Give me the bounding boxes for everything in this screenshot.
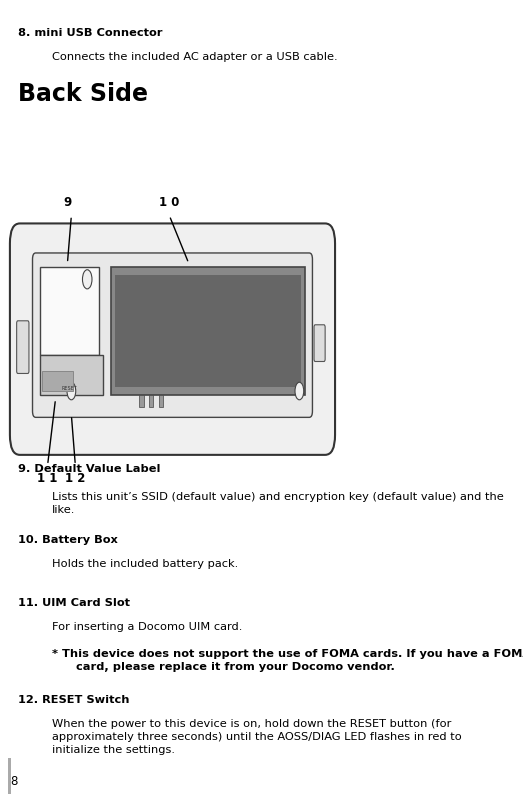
- Text: 9. Default Value Label: 9. Default Value Label: [18, 464, 161, 475]
- Text: For inserting a Docomo UIM card.: For inserting a Docomo UIM card.: [52, 622, 242, 632]
- Circle shape: [295, 382, 304, 400]
- Text: When the power to this device is on, hold down the RESET button (for
approximate: When the power to this device is on, hol…: [52, 719, 461, 756]
- Text: 9: 9: [63, 196, 72, 209]
- FancyBboxPatch shape: [10, 223, 335, 455]
- Bar: [40, 355, 103, 395]
- Bar: [139, 395, 143, 407]
- Bar: [42, 371, 73, 391]
- Text: 11. UIM Card Slot: 11. UIM Card Slot: [18, 598, 130, 608]
- Text: 10. Battery Box: 10. Battery Box: [18, 535, 118, 546]
- Bar: [40, 267, 99, 355]
- Bar: [115, 275, 301, 387]
- FancyBboxPatch shape: [32, 253, 312, 417]
- Text: 1 2: 1 2: [65, 472, 86, 484]
- Text: Connects the included AC adapter or a USB cable.: Connects the included AC adapter or a US…: [52, 52, 337, 62]
- Text: Lists this unit’s SSID (default value) and encryption key (default value) and th: Lists this unit’s SSID (default value) a…: [52, 492, 503, 515]
- Text: 12. RESET Switch: 12. RESET Switch: [18, 695, 129, 705]
- Text: Holds the included battery pack.: Holds the included battery pack.: [52, 559, 238, 570]
- Circle shape: [67, 382, 76, 400]
- Text: 1 0: 1 0: [159, 196, 179, 209]
- Bar: [111, 267, 305, 395]
- Text: 1 1: 1 1: [37, 472, 58, 484]
- Text: Back Side: Back Side: [18, 82, 148, 106]
- Text: 8. mini USB Connector: 8. mini USB Connector: [18, 28, 162, 38]
- Text: * This device does not support the use of FOMA cards. If you have a FOMA
      c: * This device does not support the use o…: [52, 649, 523, 672]
- Bar: [158, 395, 163, 407]
- Circle shape: [83, 270, 92, 289]
- Text: 8: 8: [10, 776, 17, 788]
- Bar: [8, 758, 11, 794]
- Bar: [149, 395, 153, 407]
- Text: RESET: RESET: [62, 386, 77, 391]
- FancyBboxPatch shape: [17, 321, 29, 373]
- FancyBboxPatch shape: [314, 325, 325, 361]
